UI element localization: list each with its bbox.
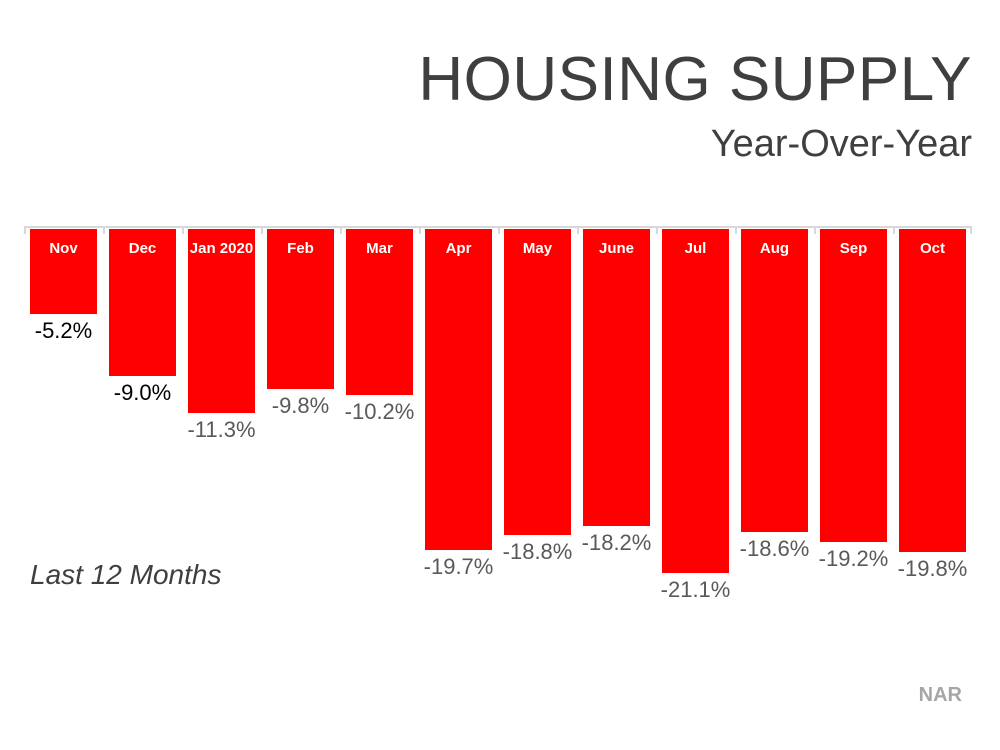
bar-value-label: -19.2% xyxy=(818,546,889,571)
axis-tick xyxy=(24,228,26,234)
bar-cell: Mar -10.2% xyxy=(340,229,419,603)
bar-cell: Dec -9.0% xyxy=(103,229,182,603)
chart-subtitle: Year-Over-Year xyxy=(710,123,972,166)
axis-tick xyxy=(261,228,263,234)
bar-month-label: Nov xyxy=(49,240,78,257)
bar-month-label: June xyxy=(598,240,634,257)
bar-value-label: -18.8% xyxy=(502,539,573,564)
bar-cell: Apr -19.7% xyxy=(419,229,498,603)
bar: Dec xyxy=(109,229,176,376)
bar-month-label: Sep xyxy=(839,240,868,257)
bar-cell: Jan 2020 -11.3% xyxy=(182,229,261,603)
chart-title: HOUSING SUPPLY xyxy=(418,45,972,114)
bar-value-label: -18.2% xyxy=(581,530,652,555)
bar-series: Nov -5.2% Dec -9.0% Jan 2020 -11.3% Feb -9.8% Ma… xyxy=(24,229,972,603)
bar: May xyxy=(504,229,571,535)
axis-tick xyxy=(340,228,342,234)
bar-value-label: -10.2% xyxy=(344,399,415,424)
bar-value-label: -9.0% xyxy=(113,380,172,405)
bar-cell: Sep -19.2% xyxy=(814,229,893,603)
axis-tick xyxy=(814,228,816,234)
bar: June xyxy=(583,229,650,526)
bar: Apr xyxy=(425,229,492,550)
axis-baseline xyxy=(24,226,972,228)
axis-tick xyxy=(970,228,972,234)
plot-area: Nov -5.2% Dec -9.0% Jan 2020 -11.3% Feb -9.8% Ma… xyxy=(24,226,972,626)
caption-last-12-months: Last 12 Months xyxy=(30,559,222,590)
bar-value-label: -18.6% xyxy=(739,536,810,561)
bar-value-label: -9.8% xyxy=(271,393,330,418)
bar-month-label: Aug xyxy=(759,240,790,257)
bar-month-label: May xyxy=(522,240,553,257)
axis-tick xyxy=(893,228,895,234)
bar: Oct xyxy=(899,229,966,552)
bar-month-label: Jan 2020 xyxy=(189,240,254,257)
bar: Aug xyxy=(741,229,808,532)
bar: Nov xyxy=(30,229,97,314)
bar-cell: Aug -18.6% xyxy=(735,229,814,603)
bar-month-label: Apr xyxy=(445,240,472,257)
bar-cell: May -18.8% xyxy=(498,229,577,603)
bar-value-label: -19.7% xyxy=(423,554,494,579)
bar: Jan 2020 xyxy=(188,229,255,413)
bar: Mar xyxy=(346,229,413,395)
axis-tick xyxy=(735,228,737,234)
axis-tick xyxy=(182,228,184,234)
bar-month-label: Mar xyxy=(366,240,393,257)
bar-cell: Nov -5.2% xyxy=(24,229,103,603)
bar-cell: Oct -19.8% xyxy=(893,229,972,603)
axis-tick xyxy=(498,228,500,234)
bar-value-label: -5.2% xyxy=(34,318,93,343)
bar-value-label: -19.8% xyxy=(897,556,968,581)
bar-cell: Jul -21.1% xyxy=(656,229,735,603)
bar-month-label: Dec xyxy=(128,240,157,257)
bar-month-label: Oct xyxy=(919,240,945,257)
bar-month-label: Jul xyxy=(684,240,707,257)
bar-cell: June -18.2% xyxy=(577,229,656,603)
axis-tick xyxy=(577,228,579,234)
axis-tick xyxy=(103,228,105,234)
bar-cell: Feb -9.8% xyxy=(261,229,340,603)
bar-month-label: Feb xyxy=(287,240,314,257)
chart-header: HOUSING SUPPLY Year-Over-Year xyxy=(418,45,972,166)
bar: Sep xyxy=(820,229,887,542)
bar-value-label: -21.1% xyxy=(660,577,731,602)
bar: Feb xyxy=(267,229,334,389)
axis-tick xyxy=(656,228,658,234)
bar-value-label: -11.3% xyxy=(187,417,256,442)
bar: Jul xyxy=(662,229,729,573)
source-attribution: NAR xyxy=(918,684,962,706)
axis-tick xyxy=(419,228,421,234)
